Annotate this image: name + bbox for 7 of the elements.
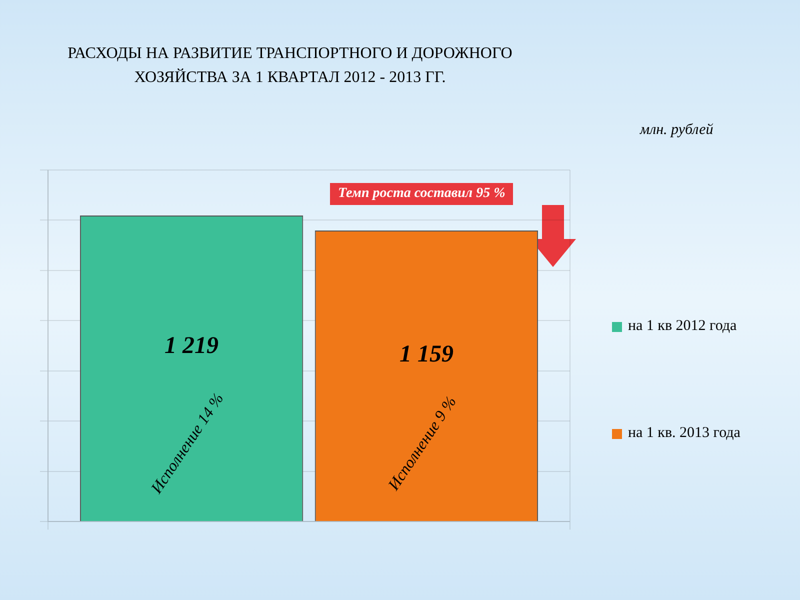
- chart-title: РАСХОДЫ НА РАЗВИТИЕ ТРАНСПОРТНОГО И ДОРОЖНОГО ХОЗЯЙСТВА ЗА 1 КВАРТАЛ 2012 - 2013 ГГ.: [66, 44, 514, 88]
- data-label: 1 219: [164, 332, 219, 359]
- legend-label: на 1 кв 2012 года: [628, 318, 737, 335]
- text: млн. рублей: [640, 122, 714, 139]
- data-label: 1 159: [399, 341, 454, 368]
- text: Темп роста составил 95 %: [330, 183, 514, 205]
- legend-label: на 1 кв. 2013 года: [628, 425, 740, 442]
